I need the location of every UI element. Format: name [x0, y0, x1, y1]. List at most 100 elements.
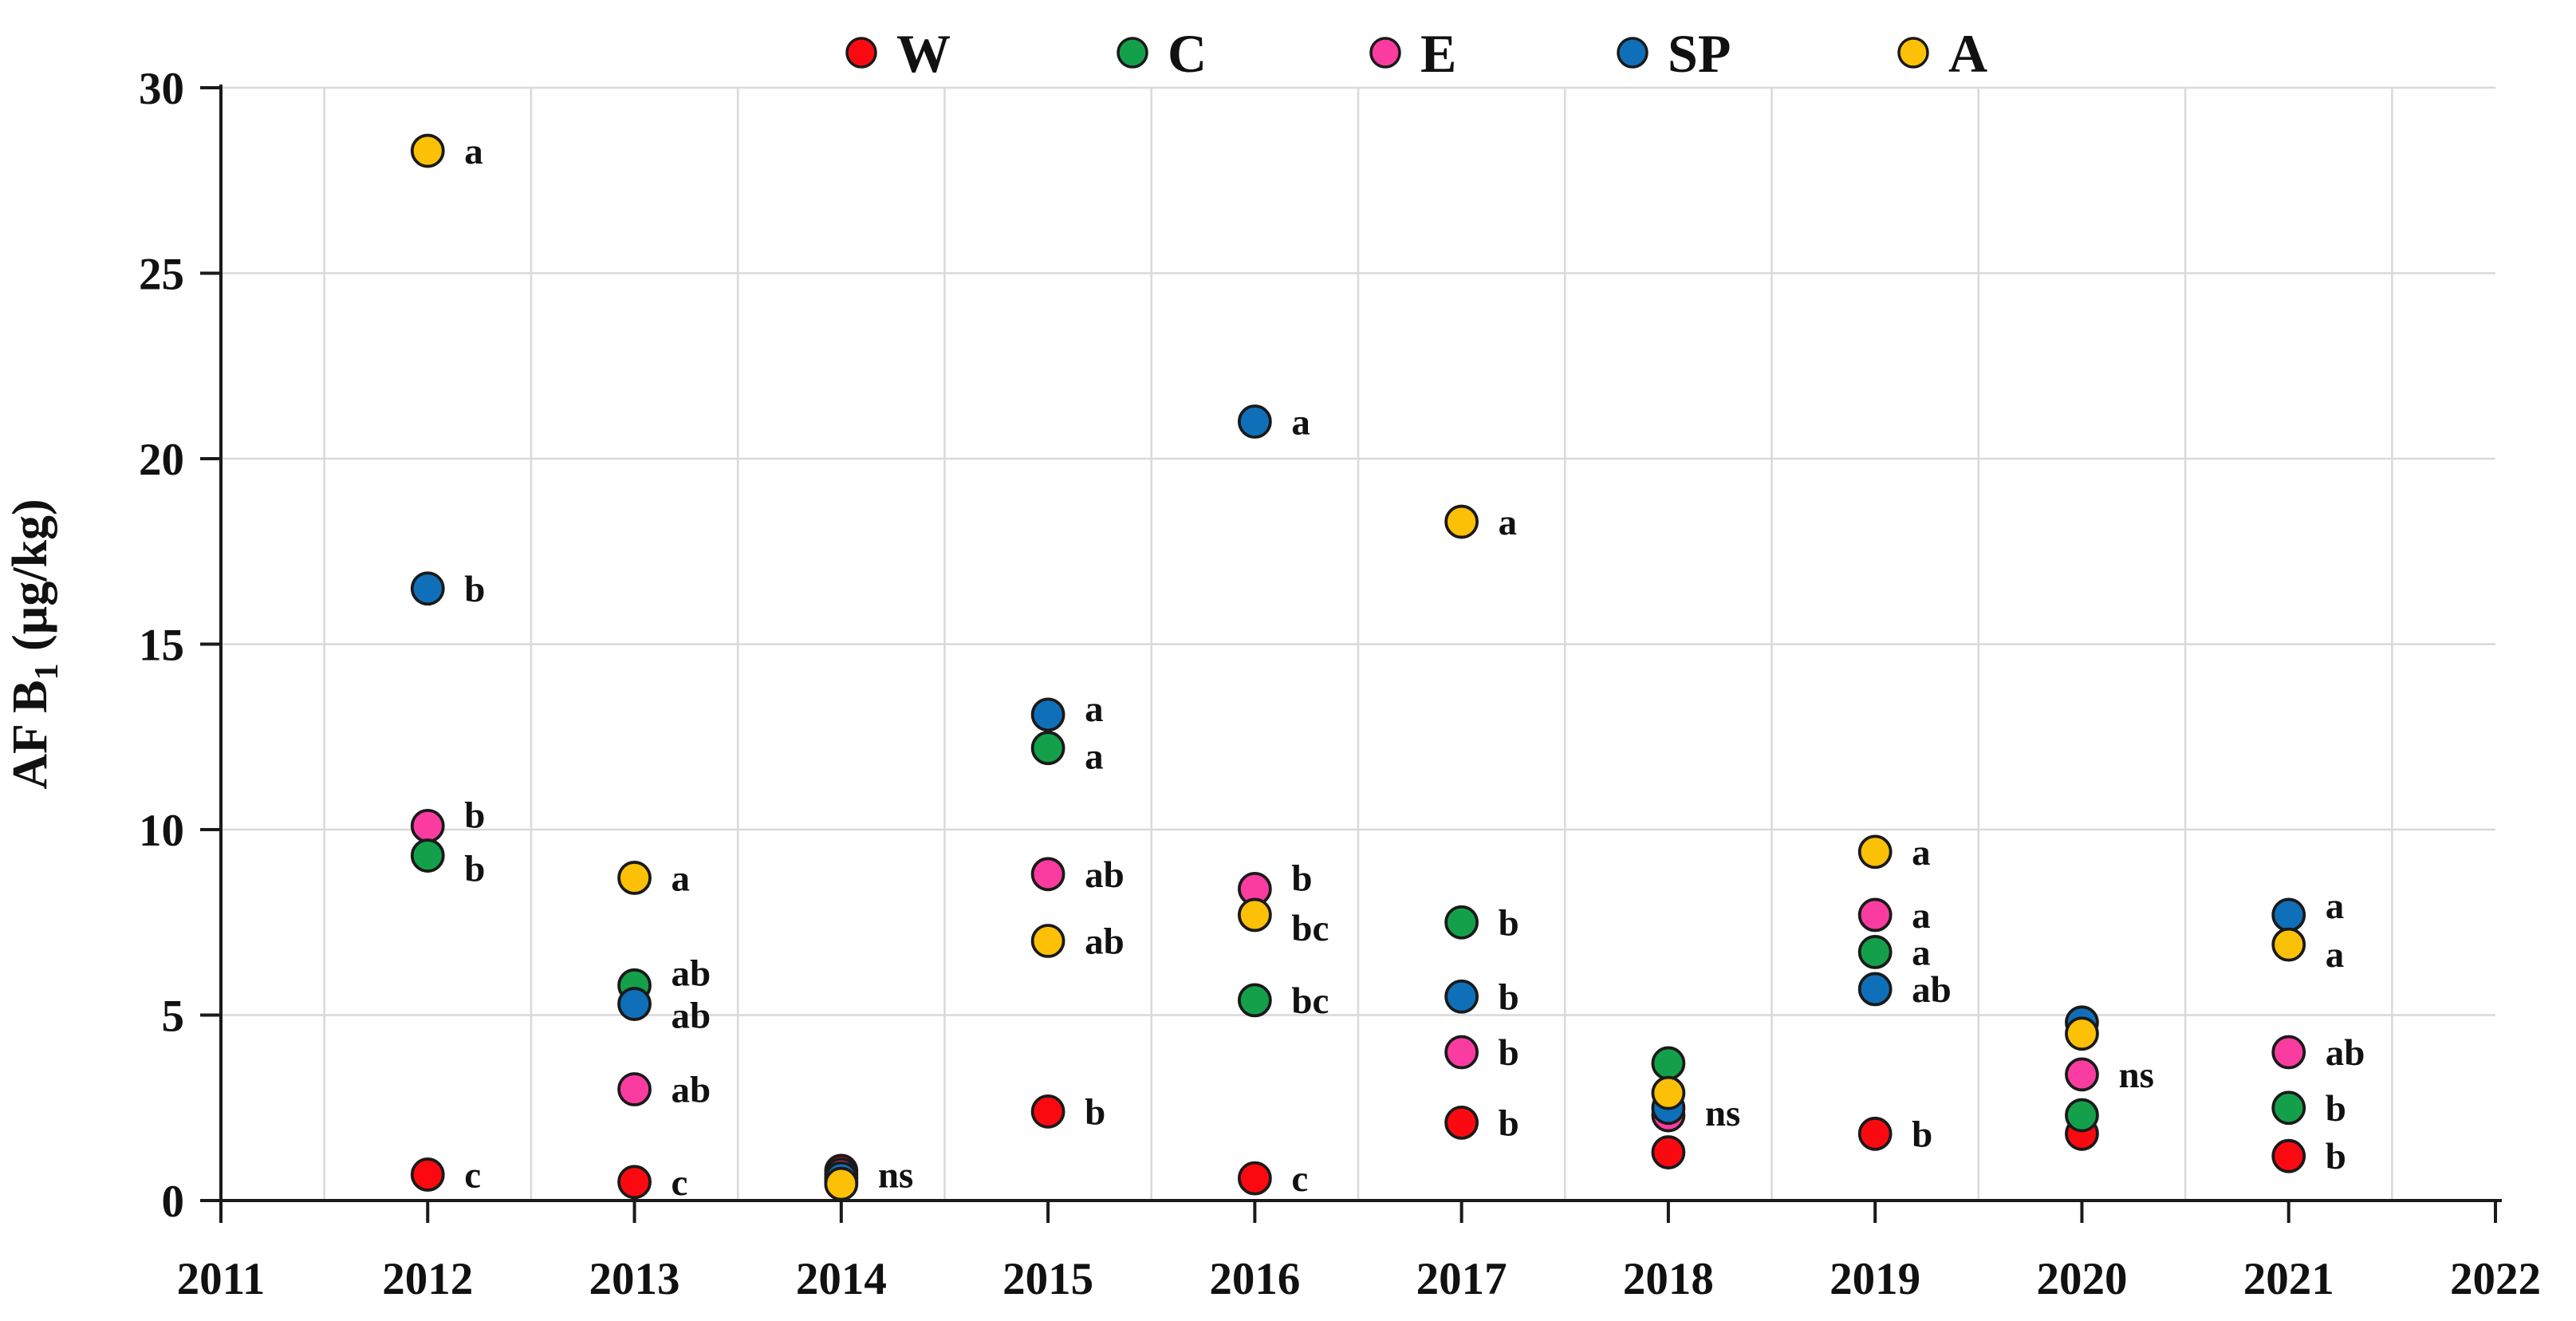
- data-point-W-2016: [1237, 1161, 1272, 1196]
- data-point-SP-2013: [617, 987, 652, 1021]
- sig-label-SP-2019: ab: [1912, 969, 1952, 1011]
- legend-marker-W: [845, 37, 877, 69]
- y-tick-label-20: 20: [139, 435, 184, 485]
- sig-label-C-2021: b: [2326, 1088, 2346, 1130]
- legend-marker-C: [1117, 37, 1148, 69]
- data-point-E-2020: [2065, 1057, 2099, 1092]
- data-point-C-2018: [1651, 1046, 1686, 1081]
- x-tick-label-2015: 2015: [1002, 1254, 1093, 1304]
- sig-label-W-2021: b: [2326, 1136, 2346, 1177]
- x-tick-label-2017: 2017: [1416, 1254, 1507, 1304]
- sig-label-SP-2017: b: [1499, 976, 1519, 1018]
- sig-label-E-2017: b: [1499, 1032, 1519, 1074]
- data-point-C-2016: [1237, 983, 1272, 1018]
- data-point-A-2015: [1030, 924, 1065, 958]
- data-point-SP-2016: [1237, 404, 1272, 439]
- y-tick-label-5: 5: [162, 992, 185, 1042]
- y-tick-label-10: 10: [139, 806, 184, 856]
- sig-label-E-2016: b: [1291, 858, 1312, 899]
- legend-item-E: E: [1369, 23, 1456, 84]
- sig-label-C-2017: b: [1499, 902, 1519, 944]
- sig-label-C-2016: bc: [1291, 980, 1329, 1022]
- legend-label-A: A: [1948, 23, 1987, 84]
- plot-gridlines: [221, 86, 2495, 1201]
- data-point-A-2012: [410, 133, 445, 168]
- x-tick-label-2018: 2018: [1623, 1254, 1714, 1304]
- data-point-C-2020: [2065, 1098, 2099, 1133]
- y-tick-label-0: 0: [162, 1177, 185, 1227]
- sig-label-SP-2018: ns: [1705, 1093, 1740, 1134]
- legend-item-A: A: [1897, 23, 1987, 84]
- x-tick-label-2019: 2019: [1830, 1254, 1920, 1304]
- y-tick-label-30: 30: [139, 64, 184, 114]
- sig-label-A-2012: a: [464, 131, 483, 172]
- data-point-A-2017: [1444, 504, 1479, 539]
- year-group-2020: ns: [2065, 1005, 2154, 1151]
- data-point-C-2019: [1857, 935, 1893, 969]
- sig-label-W-2019: b: [1912, 1114, 1932, 1155]
- sig-label-C-2015: a: [1085, 736, 1104, 778]
- year-group-2015: aa ab ab b: [1030, 688, 1125, 1133]
- sig-label-A-2015: ab: [1085, 921, 1125, 963]
- x-tick-label-2016: 2016: [1209, 1254, 1300, 1304]
- legend-label-SP: SP: [1668, 23, 1731, 84]
- data-point-C-2021: [2271, 1090, 2306, 1126]
- sig-label-W-2016: c: [1291, 1158, 1308, 1200]
- sig-label-SP-2012: b: [464, 569, 485, 610]
- data-point-A-2020: [2065, 1016, 2099, 1051]
- data-point-SP-2015: [1030, 697, 1065, 732]
- sig-label-C-2019: a: [1912, 932, 1931, 973]
- y-axis-title: AF B1 (µg/kg): [3, 499, 65, 789]
- data-point-E-2013: [617, 1072, 652, 1106]
- y-tick-label-15: 15: [139, 621, 184, 671]
- data-point-W-2017: [1444, 1105, 1479, 1140]
- legend-marker-A: [1897, 37, 1929, 69]
- sig-label-SP-2013: ab: [672, 996, 711, 1037]
- sig-label-E-2013: ab: [672, 1070, 711, 1111]
- legend: W C E SP A: [845, 23, 1987, 84]
- x-tick-label-2011: 2011: [177, 1254, 266, 1304]
- data-point-E-2021: [2271, 1035, 2306, 1070]
- y-tick-label-25: 25: [139, 250, 184, 300]
- x-tick-label-2013: 2013: [589, 1254, 680, 1304]
- sig-label-A-2016: bc: [1291, 908, 1329, 949]
- data-point-A-2016: [1237, 897, 1272, 933]
- sig-label-SP-2015: a: [1085, 688, 1104, 730]
- x-tick-label-2014: 2014: [796, 1254, 887, 1304]
- year-group-2018: ns: [1651, 1046, 1740, 1169]
- data-point-W-2012: [410, 1157, 445, 1192]
- sig-label-W-2015: b: [1085, 1091, 1105, 1133]
- data-point-A-2018: [1651, 1075, 1686, 1110]
- data-point-E-2017: [1444, 1035, 1479, 1070]
- data-point-E-2012: [410, 808, 445, 843]
- data-point-W-2015: [1030, 1094, 1065, 1129]
- sig-label-SP-2021: a: [2326, 885, 2345, 927]
- sig-label-E-2015: ab: [1085, 854, 1125, 896]
- data-point-E-2015: [1030, 857, 1065, 892]
- legend-label-C: C: [1168, 23, 1207, 84]
- legend-marker-E: [1369, 37, 1401, 69]
- sig-label-E-2012: b: [464, 795, 485, 836]
- sig-label-E-2014: ns: [878, 1154, 913, 1196]
- x-axis: 2011 2012 2013 2014 2015 2016 2017 2018 2019 2020…: [177, 1201, 2541, 1304]
- legend-label-W: W: [896, 23, 951, 84]
- legend-label-E: E: [1420, 23, 1456, 84]
- x-tick-label-2012: 2012: [382, 1254, 473, 1304]
- sig-label-W-2012: c: [464, 1154, 481, 1196]
- data-point-A-2021: [2271, 927, 2306, 962]
- x-tick-label-2020: 2020: [2036, 1254, 2127, 1304]
- sig-label-A-2019: a: [1912, 832, 1931, 873]
- data-point-W-2013: [617, 1165, 652, 1200]
- sig-label-A-2017: a: [1499, 502, 1518, 543]
- legend-item-C: C: [1117, 23, 1207, 84]
- data-point-W-2019: [1857, 1116, 1893, 1151]
- sig-label-E-2019: a: [1912, 895, 1931, 937]
- data-point-C-2012: [410, 838, 445, 873]
